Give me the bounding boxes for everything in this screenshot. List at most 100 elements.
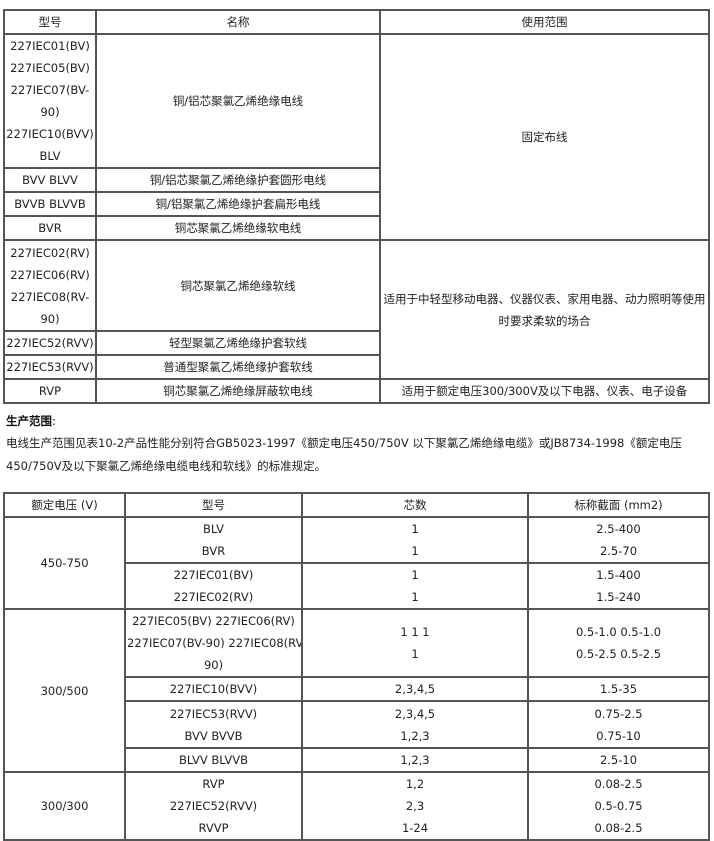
model-cell: 227IEC10(BVV) [124, 676, 303, 702]
model-line: BLV [39, 149, 61, 163]
header-section: 标称截面 (mm2) [527, 492, 710, 518]
section-cell: 0.08-2.5 0.5-0.75 0.08-2.5 [527, 771, 710, 841]
cores-line: 1 [411, 522, 419, 536]
section-cell: 2.5-400 2.5-70 [527, 516, 710, 564]
model-line: 227IEC01(BV) [10, 39, 90, 53]
model-cell: BLVV BLVVB [124, 747, 303, 773]
usage-cell: 适用于额定电压300/300V及以下电器、仪表、电子设备 [379, 378, 710, 404]
cores-line: 2,3,4,5 [394, 706, 436, 721]
voltage-cell: 300/500 [3, 608, 126, 773]
model-cell: 227IEC05(BV) 227IEC06(RV) 227IEC07(BV-90)… [124, 608, 303, 678]
model-cell: BVV BLVV [3, 167, 97, 193]
cores-cell: 1 1 1 1 [301, 608, 529, 678]
model-cell: RVP 227IEC52(RVV) RVVP [124, 771, 303, 841]
name-cell: 铜芯聚氯乙烯绝缘软线 [95, 239, 381, 332]
model-cell: 227IEC01(BV) 227IEC05(BV) 227IEC07(BV- 9… [3, 33, 97, 169]
section-line: 1.5-400 [596, 568, 641, 582]
usage-cell: 固定布线 [379, 33, 710, 241]
production-scope-section: 生产范围: 电线生产范围见表10-2产品性能分别符合GB5023-1997《额定… [6, 410, 706, 478]
cores-line: 1 [411, 544, 419, 558]
section-line: 0.08-2.5 [594, 777, 643, 791]
model-line: 227IEC07(BV- [10, 83, 90, 97]
cores-line: 1,2,3 [400, 728, 430, 743]
voltage-cell: 450-750 [3, 516, 126, 610]
cores-line: 1 [411, 647, 419, 661]
header-model: 型号 [124, 492, 303, 518]
section-line: 0.75-10 [596, 728, 641, 743]
model-line: 227IEC05(BV) 227IEC06(RV) [132, 614, 295, 628]
cores-cell: 2,3,4,5 [301, 676, 529, 702]
header-usage: 使用范围 [379, 9, 710, 35]
model-line: 90) [40, 105, 60, 119]
production-scope-text: 电线生产范围见表10-2产品性能分别符合GB5023-1997《额定电压450/… [6, 436, 682, 473]
production-range-table: 额定电压 (V) 型号 芯数 标称截面 (mm2) 450-750 BLV BVR… [3, 492, 710, 841]
cores-line: 2,3 [405, 799, 425, 813]
section-line: 2.5-70 [599, 544, 638, 558]
model-line: 227IEC06(RV) [10, 267, 90, 282]
name-cell: 铜/铝芯聚氯乙烯绝缘护套圆形电线 [95, 167, 381, 193]
section-line: 0.75-2.5 [594, 706, 643, 721]
model-cell: BVVB BLVVB [3, 191, 97, 217]
cores-cell: 1,2,3 [301, 747, 529, 773]
section-line: 0.5-0.75 [594, 799, 643, 813]
model-cell: BLV BVR [124, 516, 303, 564]
section-line: 0.5-2.5 0.5-2.5 [575, 647, 662, 661]
cores-line: 1,2 [405, 777, 425, 791]
section-line: 0.5-1.0 0.5-1.0 [575, 625, 662, 639]
model-line: BLV [203, 522, 224, 536]
model-cell: 227IEC01(BV) 227IEC02(RV) [124, 562, 303, 610]
model-line: 227IEC52(RVV) [169, 799, 258, 813]
name-cell: 铜/铝芯聚氯乙烯绝缘电线 [95, 33, 381, 169]
model-line: 90) [203, 658, 224, 672]
production-scope-heading: 生产范围: [6, 410, 706, 432]
model-line: RVVP [198, 821, 229, 835]
name-cell: 铜芯聚氯乙烯绝缘软电线 [95, 215, 381, 241]
model-line: 227IEC01(BV) [173, 568, 254, 582]
name-cell: 铜芯聚氯乙烯绝缘屏蔽软电线 [95, 378, 381, 404]
cores-cell: 1,2 2,3 1-24 [301, 771, 529, 841]
header-cores: 芯数 [301, 492, 529, 518]
model-cell: 227IEC53(RVV) [3, 354, 97, 380]
header-voltage: 额定电压 (V) [3, 492, 126, 518]
model-line: 227IEC07(BV-90) 227IEC08(RV- [127, 636, 302, 650]
section-cell: 0.5-1.0 0.5-1.0 0.5-2.5 0.5-2.5 [527, 608, 710, 678]
model-line: RVP [202, 777, 225, 791]
voltage-cell: 300/300 [3, 771, 126, 841]
model-cell: RVP [3, 378, 97, 404]
section-cell: 1.5-400 1.5-240 [527, 562, 710, 610]
section-cell: 2.5-10 [527, 747, 710, 773]
section-line: 0.08-2.5 [594, 821, 643, 835]
name-cell: 普通型聚氯乙烯绝缘护套软线 [95, 354, 381, 380]
model-line: 90) [40, 311, 60, 326]
cores-line: 1-24 [401, 821, 429, 835]
section-cell: 0.75-2.5 0.75-10 [527, 700, 710, 749]
usage-cell: 适用于中轻型移动电器、仪器仪表、家用电器、动力照明等使用时要求柔软的场合 [379, 239, 710, 380]
name-cell: 铜/铝聚氯乙烯绝缘护套扁形电线 [95, 191, 381, 217]
model-cell: 227IEC02(RV) 227IEC06(RV) 227IEC08(RV- 9… [3, 239, 97, 332]
model-line: 227IEC10(BVV) [6, 127, 94, 141]
product-usage-table: 型号 名称 使用范围 227IEC01(BV) 227IEC05(BV) 227… [3, 9, 710, 404]
cores-line: 1 1 1 [400, 625, 430, 639]
heading-text: 生产范围 [6, 414, 52, 428]
section-line: 2.5-400 [596, 522, 641, 536]
model-line: BVR [201, 544, 226, 558]
model-cell: 227IEC52(RVV) [3, 330, 97, 356]
name-cell: 轻型聚氯乙烯绝缘护套软线 [95, 330, 381, 356]
model-line: 227IEC08(RV- [10, 289, 90, 304]
model-line: 227IEC05(BV) [10, 61, 90, 75]
cores-line: 1 [411, 590, 419, 604]
model-line: 227IEC02(RV) [10, 245, 90, 260]
model-line: 227IEC02(RV) [173, 590, 254, 604]
model-line: 227IEC53(RVV) [169, 706, 258, 721]
cores-line: 1 [411, 568, 419, 582]
header-name: 名称 [95, 9, 381, 35]
model-cell: BVR [3, 215, 97, 241]
section-cell: 1.5-35 [527, 676, 710, 702]
heading-colon: : [52, 414, 56, 428]
cores-cell: 2,3,4,5 1,2,3 [301, 700, 529, 749]
model-line: BVV BVVB [184, 728, 243, 743]
section-line: 1.5-240 [596, 590, 641, 604]
model-cell: 227IEC53(RVV) BVV BVVB [124, 700, 303, 749]
